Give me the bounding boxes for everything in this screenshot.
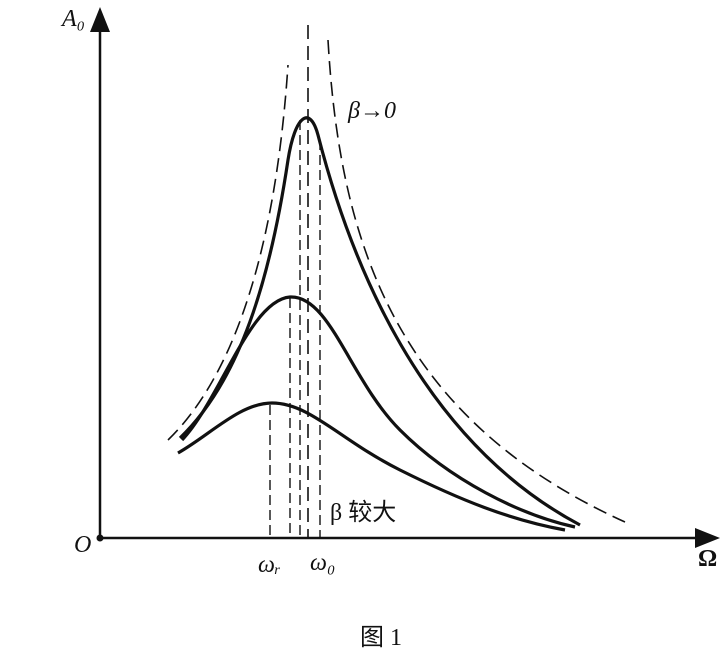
x-axis-label: Ω (698, 546, 717, 572)
limit-curve-left (167, 64, 289, 441)
y-axis-label: A₀ (60, 6, 85, 32)
annotation: β 较大 (330, 499, 396, 526)
resonance-curve (178, 116, 581, 527)
resonance-curve (177, 401, 566, 532)
omega-0-label: ω₀ (310, 550, 335, 576)
omega-r-label: ωᵣ (258, 552, 281, 578)
resonance-curve (180, 295, 576, 529)
origin-label: O (74, 532, 91, 558)
origin-dot (96, 534, 104, 542)
caption: 图 1 (360, 625, 402, 651)
annotation: β→0 (347, 98, 396, 124)
limit-curve-right (327, 39, 626, 523)
